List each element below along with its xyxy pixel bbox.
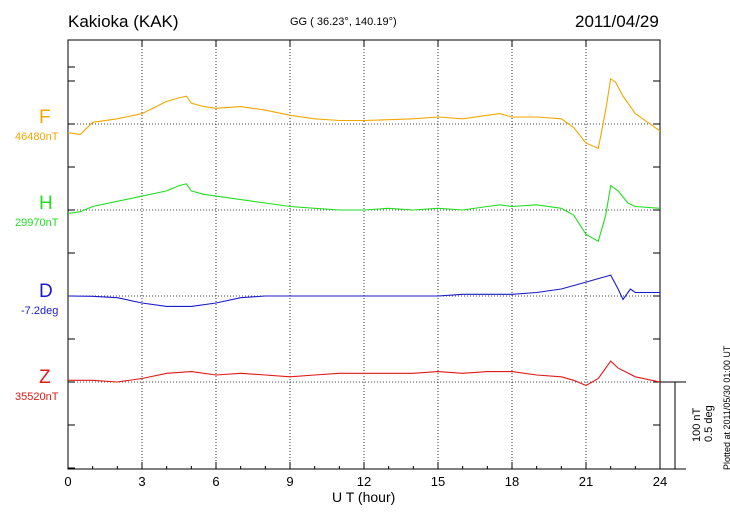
x-tick-label: 12 xyxy=(357,474,371,489)
x-tick-label: 24 xyxy=(653,474,667,489)
x-tick-label: 6 xyxy=(212,474,219,489)
scale-bar-deg: 0.5 deg xyxy=(703,405,715,442)
plot-frame xyxy=(68,40,660,469)
x-tick-label: 0 xyxy=(64,474,71,489)
x-axis-label: U T (hour) xyxy=(332,489,395,505)
scale-bar-label: 100 nT 0.5 deg xyxy=(691,405,715,442)
x-tick-label: 15 xyxy=(431,474,445,489)
plotted-note: Plotted at 2011/05/30 01:00 UT xyxy=(722,346,730,470)
scale-bar-nt: 100 nT xyxy=(691,405,703,442)
x-tick-label: 21 xyxy=(579,474,593,489)
x-tick-label: 9 xyxy=(286,474,293,489)
x-tick-label: 18 xyxy=(505,474,519,489)
series-line-f xyxy=(68,79,660,149)
x-tick-label: 3 xyxy=(138,474,145,489)
